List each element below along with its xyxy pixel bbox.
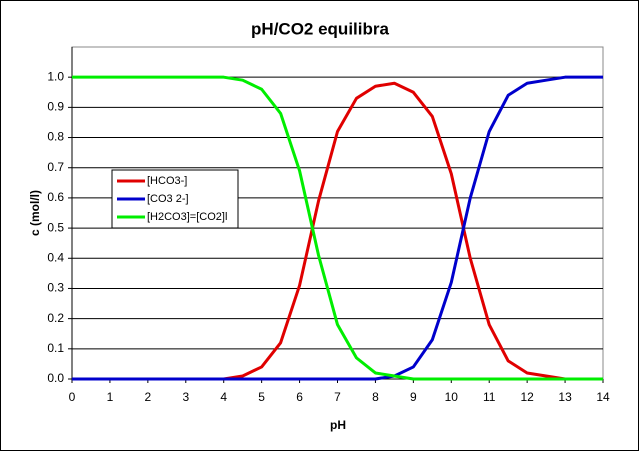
x-tick-label: 2 bbox=[145, 390, 152, 404]
y-tick-label: 0.0 bbox=[47, 371, 64, 385]
legend-label: [H2CO3]=[CO2]l bbox=[147, 211, 227, 223]
series-line bbox=[72, 75, 603, 381]
y-tick-label: 0.2 bbox=[47, 311, 64, 325]
y-tick-label: 0.3 bbox=[47, 281, 64, 295]
x-tick-label: 3 bbox=[182, 390, 189, 404]
x-tick-label: 7 bbox=[334, 390, 341, 404]
x-tick-label: 9 bbox=[410, 390, 417, 404]
legend-label: [HCO3-] bbox=[147, 175, 187, 187]
y-tick-label: 0.8 bbox=[47, 130, 64, 144]
y-tick-label: 0.9 bbox=[47, 100, 64, 114]
x-tick-label: 6 bbox=[296, 390, 303, 404]
y-tick-label: 0.4 bbox=[47, 250, 64, 264]
y-tick-label: 0.6 bbox=[47, 190, 64, 204]
x-tick-label: 10 bbox=[445, 390, 459, 404]
y-tick-label: 1.0 bbox=[47, 69, 64, 83]
x-tick-label: 8 bbox=[372, 390, 379, 404]
x-tick-label: 0 bbox=[69, 390, 76, 404]
y-tick-label: 0.7 bbox=[47, 160, 64, 174]
x-tick-label: 1 bbox=[107, 390, 114, 404]
x-tick-label: 11 bbox=[483, 390, 496, 404]
y-axis-label: c (mol/l) bbox=[28, 190, 42, 236]
y-tick-label: 0.1 bbox=[47, 341, 64, 355]
x-tick-label: 13 bbox=[558, 390, 572, 404]
legend-label: [CO3 2-] bbox=[147, 193, 189, 205]
x-tick-label: 5 bbox=[258, 390, 265, 404]
y-tick-label: 0.5 bbox=[47, 220, 64, 234]
x-tick-label: 14 bbox=[596, 390, 610, 404]
series-line bbox=[72, 75, 603, 381]
x-axis-label: pH bbox=[330, 418, 346, 432]
x-tick-label: 12 bbox=[520, 390, 534, 404]
chart-title: pH/CO2 equilibra bbox=[251, 19, 389, 38]
x-tick-label: 4 bbox=[220, 390, 227, 404]
